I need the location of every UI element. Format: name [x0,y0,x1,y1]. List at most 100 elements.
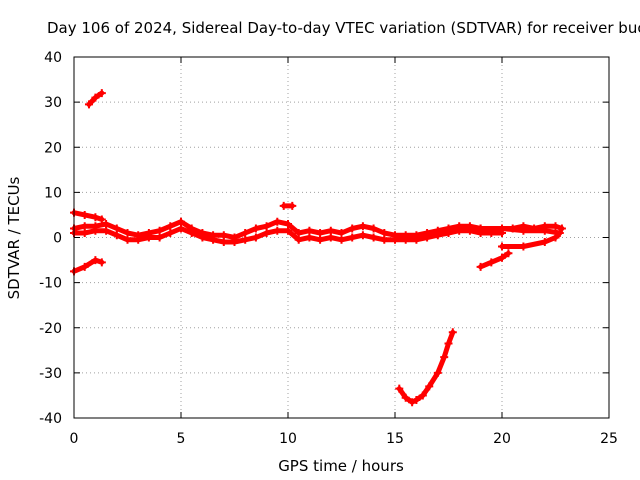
data-point [380,235,389,244]
data-point [91,226,100,235]
data-point [144,233,153,242]
data-point [369,224,378,233]
data-point [305,226,314,235]
data-point [540,238,549,247]
data-point [84,100,93,109]
data-point [241,235,250,244]
data-point [326,226,335,235]
data-point [166,222,175,231]
x-tick-label: 10 [279,431,297,447]
data-point [97,258,106,267]
data-point [316,228,325,237]
data-point [504,249,513,258]
data-point [177,217,185,226]
x-axis-label: GPS time / hours [278,457,404,475]
data-point [198,233,207,242]
data-point [557,224,566,233]
y-tick-label: 10 [44,185,62,201]
chart-title: Day 106 of 2024, Sidereal Day-to-day VTE… [47,19,640,37]
data-point [326,233,335,242]
data-point [305,233,314,242]
series-line-8 [396,329,456,405]
data-point [262,228,271,237]
y-tick-label: 0 [53,231,62,247]
y-tick-label: -20 [39,321,62,337]
data-point [433,231,442,240]
y-tick-label: 20 [44,140,62,156]
data-point [123,235,132,244]
y-tick-label: -30 [39,366,62,382]
data-point [273,217,282,226]
data-point [401,393,410,402]
data-point [80,210,89,219]
data-point [551,222,560,231]
data-point [423,233,432,242]
data-point [288,201,297,210]
data-point [219,238,228,247]
series-line-3 [71,257,105,274]
data-point [519,226,528,235]
series-line-7 [478,250,511,270]
data-point [187,228,196,237]
data-point [425,382,434,391]
data-point [433,368,442,377]
data-point [102,219,111,228]
data-point [284,219,292,228]
y-tick-label: -40 [39,411,62,427]
data-point [465,226,474,235]
data-point [273,226,282,235]
y-tick-label: 40 [44,50,62,66]
data-point [134,235,143,244]
data-point [498,253,506,262]
data-point [91,93,100,102]
data-point [251,224,260,233]
x-tick-label: 15 [386,431,404,447]
data-point [262,222,271,231]
data-point [97,89,106,98]
data-point [97,215,106,224]
data-point [455,226,464,235]
data-point [412,395,421,404]
data-point [444,339,453,348]
x-tick-label: 20 [493,431,511,447]
data-point [80,222,89,231]
data-point [395,384,404,393]
data-point [294,228,303,237]
y-tick-label: -10 [39,276,62,292]
data-point [284,226,292,235]
data-point [91,213,100,222]
data-point [155,233,164,242]
data-point [418,391,427,400]
data-point [476,224,485,233]
data-point [358,222,367,231]
data-point [448,328,457,337]
data-point [102,226,111,235]
data-point [209,235,218,244]
data-point [498,242,506,251]
data-point [337,235,346,244]
data-point [540,226,549,235]
data-point [380,228,389,237]
data-point [555,228,564,237]
data-point [408,398,417,407]
data-point [123,228,132,237]
data-point [91,256,100,265]
data-point [551,233,560,242]
data-point [348,233,357,242]
axis-ticks: 0 5 10 15 20 25 -40 -30 -20 -10 0 10 20 30 40 [39,50,618,447]
data-point [316,235,325,244]
data-point [401,235,410,244]
data-point [112,231,121,240]
data-point [177,224,185,233]
data-point [348,224,357,233]
data-point [440,353,449,362]
x-tick-label: 5 [177,431,186,447]
data-point [391,235,399,244]
data-point [519,242,528,251]
x-tick-label: 25 [600,431,618,447]
data-point [444,228,453,237]
data-point [358,231,367,240]
data-point [155,226,164,235]
data-point [337,228,346,237]
